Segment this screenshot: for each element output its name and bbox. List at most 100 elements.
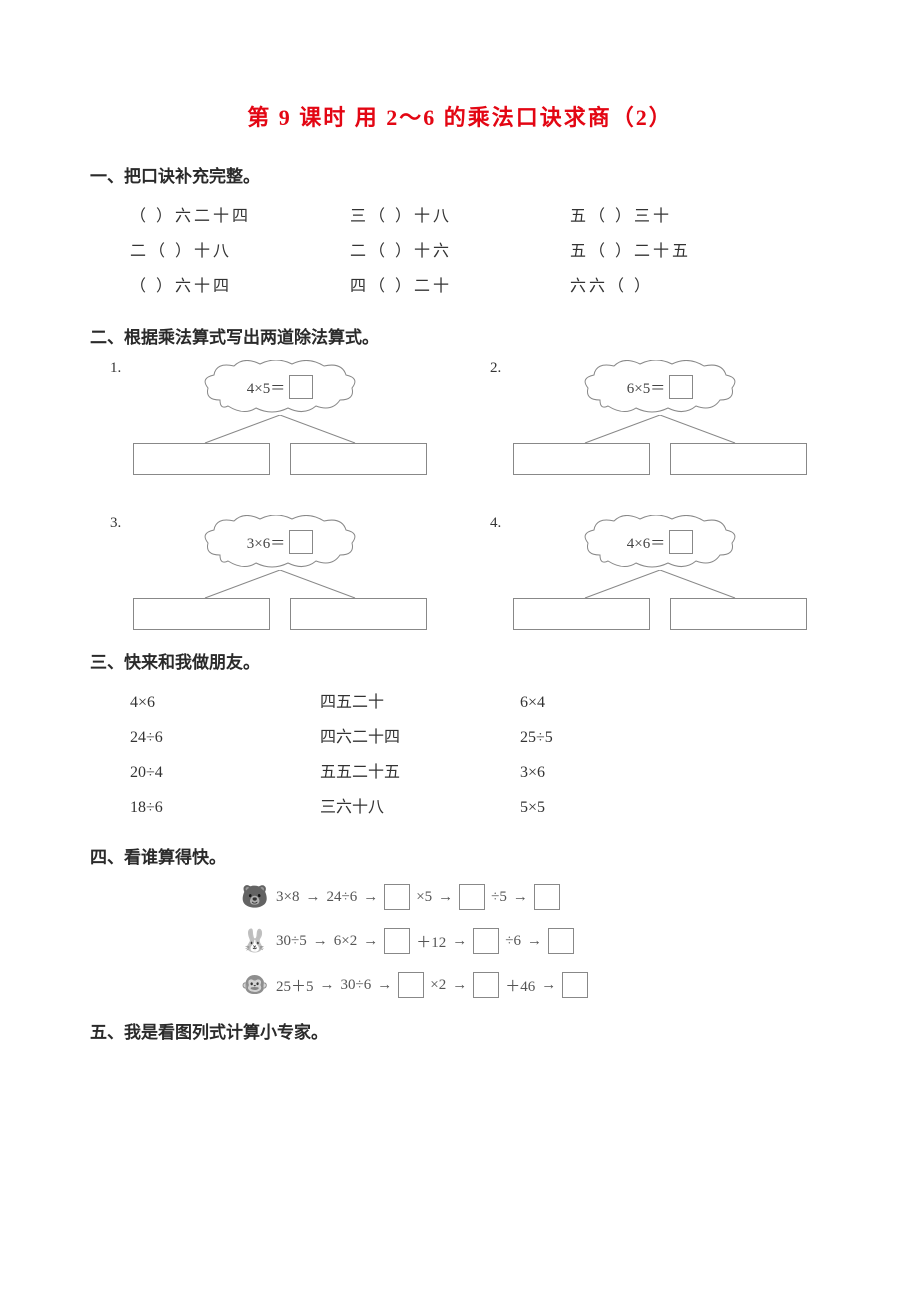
chain-text: ＋12 xyxy=(416,931,446,952)
fill-cell: 六六（ ） xyxy=(570,269,790,304)
chain-text: ×5 xyxy=(416,889,432,906)
branch-lines xyxy=(515,415,805,445)
friends-cell: 三六十八 xyxy=(320,790,520,825)
friends-table: 4×6 四五二十 6×4 24÷6 四六二十四 25÷5 20÷4 五五二十五 … xyxy=(130,685,830,826)
answer-box[interactable] xyxy=(669,530,693,554)
chain-row: 🐵 25＋5 30÷6 ×2 ＋46 xyxy=(240,970,830,1000)
division-box[interactable] xyxy=(513,598,650,630)
cloud-grid: 1. 4×5＝ 2. xyxy=(110,360,830,630)
cloud-item: 3. 3×6＝ xyxy=(110,515,450,630)
friends-cell: 5×5 xyxy=(520,790,670,825)
division-box[interactable] xyxy=(513,443,650,475)
fill-cell: （ ）六十四 xyxy=(130,269,350,304)
cloud-expr: 4×5＝ xyxy=(247,377,285,398)
friends-cell: 6×4 xyxy=(520,685,670,720)
section-5-head: 五、我是看图列式计算小专家。 xyxy=(90,1018,830,1043)
cloud-shape: 3×6＝ xyxy=(200,515,360,570)
friends-row: 20÷4 五五二十五 3×6 xyxy=(130,755,830,790)
arrow-icon xyxy=(363,933,378,950)
cloud-shape: 6×5＝ xyxy=(580,360,740,415)
cloud-item: 1. 4×5＝ xyxy=(110,360,450,475)
division-box[interactable] xyxy=(290,443,427,475)
section-2-head: 二、根据乘法算式写出两道除法算式。 xyxy=(90,323,830,348)
chain-row: 🐻 3×8 24÷6 ×5 ÷5 xyxy=(240,882,830,912)
chain-box[interactable] xyxy=(459,884,485,910)
item-number: 2. xyxy=(490,360,501,377)
friends-cell: 五五二十五 xyxy=(320,755,520,790)
fill-row: 二（ ）十八 二（ ）十六 五（ ）二十五 xyxy=(130,234,830,269)
chain-text: 30÷5 xyxy=(276,933,307,950)
chain-text: 24÷6 xyxy=(326,889,357,906)
fill-row: （ ）六二十四 三（ ）十八 五（ ）三十 xyxy=(130,199,830,234)
chain-box[interactable] xyxy=(473,972,499,998)
arrow-icon xyxy=(305,889,320,906)
chain-text: ÷6 xyxy=(505,933,521,950)
chain-box[interactable] xyxy=(473,928,499,954)
friends-row: 18÷6 三六十八 5×5 xyxy=(130,790,830,825)
chain-text: 6×2 xyxy=(334,933,357,950)
chain-box[interactable] xyxy=(548,928,574,954)
branch-lines xyxy=(135,570,425,600)
chain-box[interactable] xyxy=(384,928,410,954)
fill-cell: 三（ ）十八 xyxy=(350,199,570,234)
item-number: 4. xyxy=(490,515,501,532)
arrow-icon xyxy=(541,977,556,994)
arrow-icon xyxy=(363,889,378,906)
division-box[interactable] xyxy=(670,443,807,475)
monkey-icon: 🐵 xyxy=(240,970,270,1000)
friends-cell: 18÷6 xyxy=(130,790,320,825)
arrow-icon xyxy=(313,933,328,950)
item-number: 1. xyxy=(110,360,121,377)
division-box[interactable] xyxy=(133,598,270,630)
friends-cell: 3×6 xyxy=(520,755,670,790)
branch-lines xyxy=(135,415,425,445)
cloud-item: 2. 6×5＝ xyxy=(490,360,830,475)
chain-text: ÷5 xyxy=(491,889,507,906)
rabbit-icon: 🐰 xyxy=(240,926,270,956)
cloud-expr: 3×6＝ xyxy=(247,532,285,553)
division-box[interactable] xyxy=(133,443,270,475)
cloud-shape: 4×6＝ xyxy=(580,515,740,570)
answer-box[interactable] xyxy=(289,375,313,399)
arrow-icon xyxy=(320,977,335,994)
arrow-icon xyxy=(513,889,528,906)
chain-text: ＋46 xyxy=(505,975,535,996)
section-1-head: 一、把口诀补充完整。 xyxy=(90,162,830,187)
fill-cell: 五（ ）三十 xyxy=(570,199,790,234)
arrow-icon xyxy=(527,933,542,950)
friends-cell: 四五二十 xyxy=(320,685,520,720)
chain-row: 🐰 30÷5 6×2 ＋12 ÷6 xyxy=(240,926,830,956)
friends-row: 4×6 四五二十 6×4 xyxy=(130,685,830,720)
fill-cell: 五（ ）二十五 xyxy=(570,234,790,269)
fill-cell: （ ）六二十四 xyxy=(130,199,350,234)
friends-cell: 25÷5 xyxy=(520,720,670,755)
bear-icon: 🐻 xyxy=(240,882,270,912)
friends-cell: 20÷4 xyxy=(130,755,320,790)
fill-cell: 四（ ）二十 xyxy=(350,269,570,304)
fill-cell: 二（ ）十六 xyxy=(350,234,570,269)
chain-box[interactable] xyxy=(562,972,588,998)
chain-box[interactable] xyxy=(384,884,410,910)
chain-text: ×2 xyxy=(430,977,446,994)
item-number: 3. xyxy=(110,515,121,532)
cloud-expr: 4×6＝ xyxy=(627,532,665,553)
division-box[interactable] xyxy=(290,598,427,630)
fill-table: （ ）六二十四 三（ ）十八 五（ ）三十 二（ ）十八 二（ ）十六 五（ ）… xyxy=(130,199,830,305)
cloud-item: 4. 4×6＝ xyxy=(490,515,830,630)
section-4-head: 四、看谁算得快。 xyxy=(90,843,830,868)
chain-text: 30÷6 xyxy=(341,977,372,994)
division-box[interactable] xyxy=(670,598,807,630)
chain-box[interactable] xyxy=(398,972,424,998)
answer-box[interactable] xyxy=(289,530,313,554)
friends-cell: 24÷6 xyxy=(130,720,320,755)
answer-box[interactable] xyxy=(669,375,693,399)
fill-row: （ ）六十四 四（ ）二十 六六（ ） xyxy=(130,269,830,304)
section-3-head: 三、快来和我做朋友。 xyxy=(90,648,830,673)
chain-box[interactable] xyxy=(534,884,560,910)
chain-list: 🐻 3×8 24÷6 ×5 ÷5 🐰 30÷5 6×2 ＋12 ÷6 🐵 25＋… xyxy=(240,882,830,1000)
arrow-icon xyxy=(452,977,467,994)
friends-cell: 四六二十四 xyxy=(320,720,520,755)
chain-text: 3×8 xyxy=(276,889,299,906)
cloud-shape: 4×5＝ xyxy=(200,360,360,415)
arrow-icon xyxy=(438,889,453,906)
